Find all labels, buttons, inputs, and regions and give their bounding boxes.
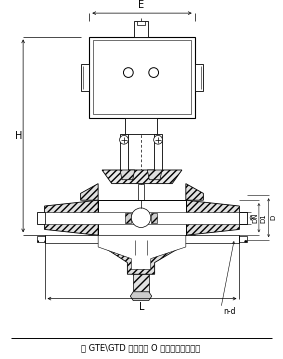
Text: DN: DN [252,213,259,223]
Bar [125,118,156,134]
Bar [89,37,195,118]
Circle shape [149,68,158,78]
Circle shape [131,208,151,228]
Polygon shape [120,170,135,180]
Bar [239,212,247,224]
Bar [44,212,239,224]
Polygon shape [88,235,196,274]
Polygon shape [102,170,182,183]
Bar [98,200,186,235]
Text: 配 GTE\GTD 执行机构 O 型球阀外形尺寸图: 配 GTE\GTD 执行机构 O 型球阀外形尺寸图 [82,344,201,353]
Polygon shape [81,183,98,200]
Polygon shape [186,183,203,200]
Bar [37,236,44,242]
Bar [120,134,128,170]
Circle shape [154,135,162,144]
Text: D: D [270,215,276,220]
Text: L: L [139,303,145,312]
Bar [154,134,162,170]
Bar [81,64,89,91]
Text: n-d: n-d [223,307,235,316]
Bar [138,183,144,200]
Bar [37,212,44,224]
Polygon shape [44,200,98,235]
Polygon shape [130,292,152,300]
Bar [44,235,239,243]
Circle shape [120,135,128,144]
Text: E: E [138,0,144,10]
Bar [133,274,149,292]
Bar [93,41,191,115]
Polygon shape [186,200,239,235]
Polygon shape [98,235,186,269]
Bar [125,213,131,223]
Text: D1: D1 [260,213,266,223]
Bar [137,21,145,25]
Bar [239,236,247,242]
Circle shape [123,68,133,78]
Bar [151,213,156,223]
Bar [195,64,203,91]
Polygon shape [147,170,162,180]
Bar [134,21,148,37]
Text: H: H [14,131,22,141]
